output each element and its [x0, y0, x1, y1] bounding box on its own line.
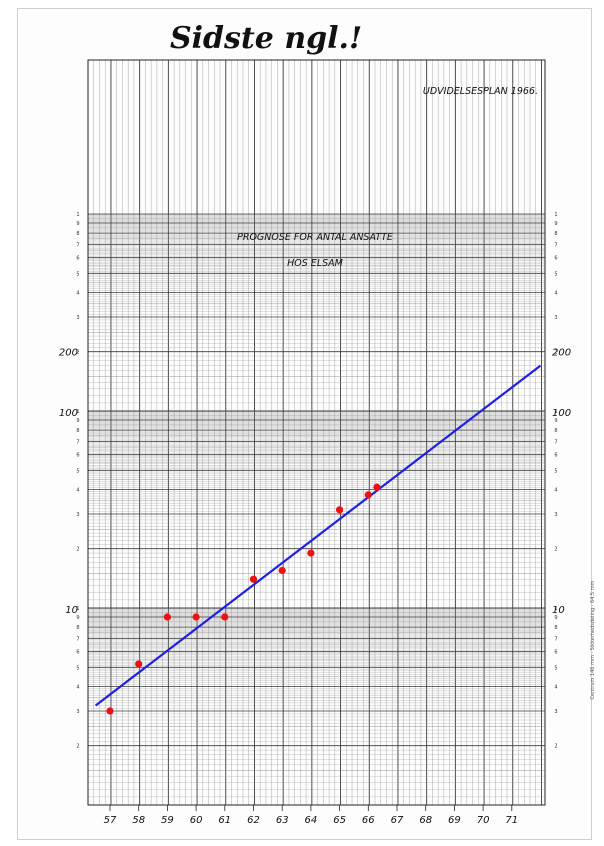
margin-text: Centrum 146 mm · Sikkerhedsdeling · 64.5…	[590, 580, 596, 699]
scale-digit: 5	[76, 665, 79, 671]
plan-header-label: UDVIDELSESPLAN 1966.	[423, 86, 538, 97]
scale-digit: 7	[76, 637, 79, 643]
scale-digit: 9	[76, 418, 79, 424]
scale-digit: 8	[554, 231, 557, 237]
scale-digit: 9	[76, 221, 79, 227]
scale-digit: 7	[76, 243, 79, 249]
scale-digit: 8	[76, 625, 79, 631]
data-point	[221, 613, 229, 621]
data-point	[373, 483, 381, 491]
scale-digit: 1	[554, 606, 557, 612]
x-tick-label: 60	[190, 815, 203, 826]
x-tick-label: 64	[305, 815, 318, 826]
data-point	[249, 575, 258, 583]
scale-digit: 9	[76, 615, 79, 621]
scale-digit: 7	[554, 243, 557, 249]
y-tick-label-left: 200	[59, 348, 78, 359]
scale-digit: 6	[554, 453, 557, 459]
y-tick-label-right: 200	[552, 348, 571, 359]
x-tick-label: 70	[477, 815, 490, 826]
scale-digit: 3	[554, 709, 557, 715]
scale-digit: 2	[554, 547, 557, 553]
scale-digit: 3	[76, 315, 79, 321]
y-tick-label-right: 10	[552, 605, 565, 616]
x-tick-label: 59	[161, 815, 174, 826]
scale-digit: 6	[554, 650, 557, 656]
scale-digit: 8	[554, 428, 557, 434]
scale-digit: 1	[76, 409, 79, 415]
data-point	[307, 549, 315, 557]
data-point	[135, 660, 143, 668]
scale-digit: 9	[554, 221, 557, 227]
y-tick-label-left: 100	[59, 408, 78, 419]
scale-digit: 9	[554, 615, 557, 621]
data-point	[163, 613, 171, 621]
scale-digit: 6	[76, 650, 79, 656]
scale-digit: 3	[554, 315, 557, 321]
scale-digit: 4	[76, 487, 79, 493]
scale-digit: 5	[76, 468, 79, 474]
scale-digit: 1	[76, 212, 79, 218]
scale-digit: 7	[554, 637, 557, 643]
x-tick-label: 71	[505, 815, 518, 826]
data-point	[192, 613, 200, 621]
data-point	[364, 491, 372, 499]
y-tick-label-right: 100	[552, 408, 571, 419]
x-tick-label: 57	[104, 815, 117, 826]
scale-digit: 2	[554, 350, 557, 356]
scale-digit: 5	[554, 468, 557, 474]
x-tick-label: 65	[333, 815, 346, 826]
data-point	[106, 707, 114, 715]
x-tick-label: 66	[362, 815, 375, 826]
handwritten-note: Sidste ngl.!	[170, 21, 362, 56]
x-tick-label: 69	[448, 815, 461, 826]
scale-digit: 7	[76, 440, 79, 446]
chart-annotations: Sidste ngl.! UDVIDELSESPLAN 1966. PROGNO…	[170, 21, 596, 699]
scale-digit: 4	[554, 684, 557, 690]
scale-digit: 6	[76, 256, 79, 262]
scale-digit: 8	[554, 625, 557, 631]
chart-title-line-1: PROGNOSE FOR ANTAL ANSATTE	[237, 232, 393, 243]
x-tick-label: 58	[132, 815, 145, 826]
scale-digit: 4	[76, 684, 79, 690]
scale-digit: 7	[554, 440, 557, 446]
scale-digit: 5	[76, 271, 79, 277]
chart-grid: 2 2 3 3 4 4 5 5 6 6 7 7 8 8 9 9 1 1 2 2 3 3 4 4 5 5 6 6 7 7 8 8 9 9 1 1 2 2 3 3…	[76, 59, 558, 806]
x-tick-label: 61	[218, 815, 231, 826]
scale-digit: 2	[76, 744, 79, 750]
scale-digit: 2	[76, 350, 79, 356]
scale-digit: 3	[76, 512, 79, 518]
scale-digit: 6	[554, 256, 557, 262]
scale-digit: 3	[76, 709, 79, 715]
axis-labels: 57 58 59 60 61 62 63 64 65 66 67 68 69 70 712001001020…	[59, 348, 571, 826]
scale-digit: 9	[554, 418, 557, 424]
y-tick-label-left: 10	[65, 605, 78, 616]
scale-digit: 4	[554, 290, 557, 296]
chart-title-line-2: HOS ELSAM	[287, 258, 343, 269]
scale-digit: 1	[554, 409, 557, 415]
scale-digit: 8	[76, 428, 79, 434]
scale-digit: 5	[554, 271, 557, 277]
x-tick-label: 67	[391, 815, 404, 826]
scale-digit: 6	[76, 453, 79, 459]
scale-digit: 1	[76, 606, 79, 612]
plot-border	[87, 59, 546, 806]
scale-digit: 3	[554, 512, 557, 518]
x-tick-label: 68	[419, 815, 432, 826]
x-tick-label: 62	[247, 815, 260, 826]
scale-digit: 1	[554, 212, 557, 218]
data-point	[278, 566, 286, 575]
scale-digit: 2	[76, 547, 79, 553]
trend-line	[94, 364, 542, 707]
scale-digit: 8	[76, 231, 79, 237]
scale-digit: 5	[554, 665, 557, 671]
scale-digit: 4	[554, 487, 557, 493]
scale-digit: 4	[76, 290, 79, 296]
data-marks	[94, 364, 542, 715]
scale-digit: 2	[554, 744, 557, 750]
x-tick-label: 63	[276, 815, 289, 826]
data-point	[336, 506, 344, 514]
